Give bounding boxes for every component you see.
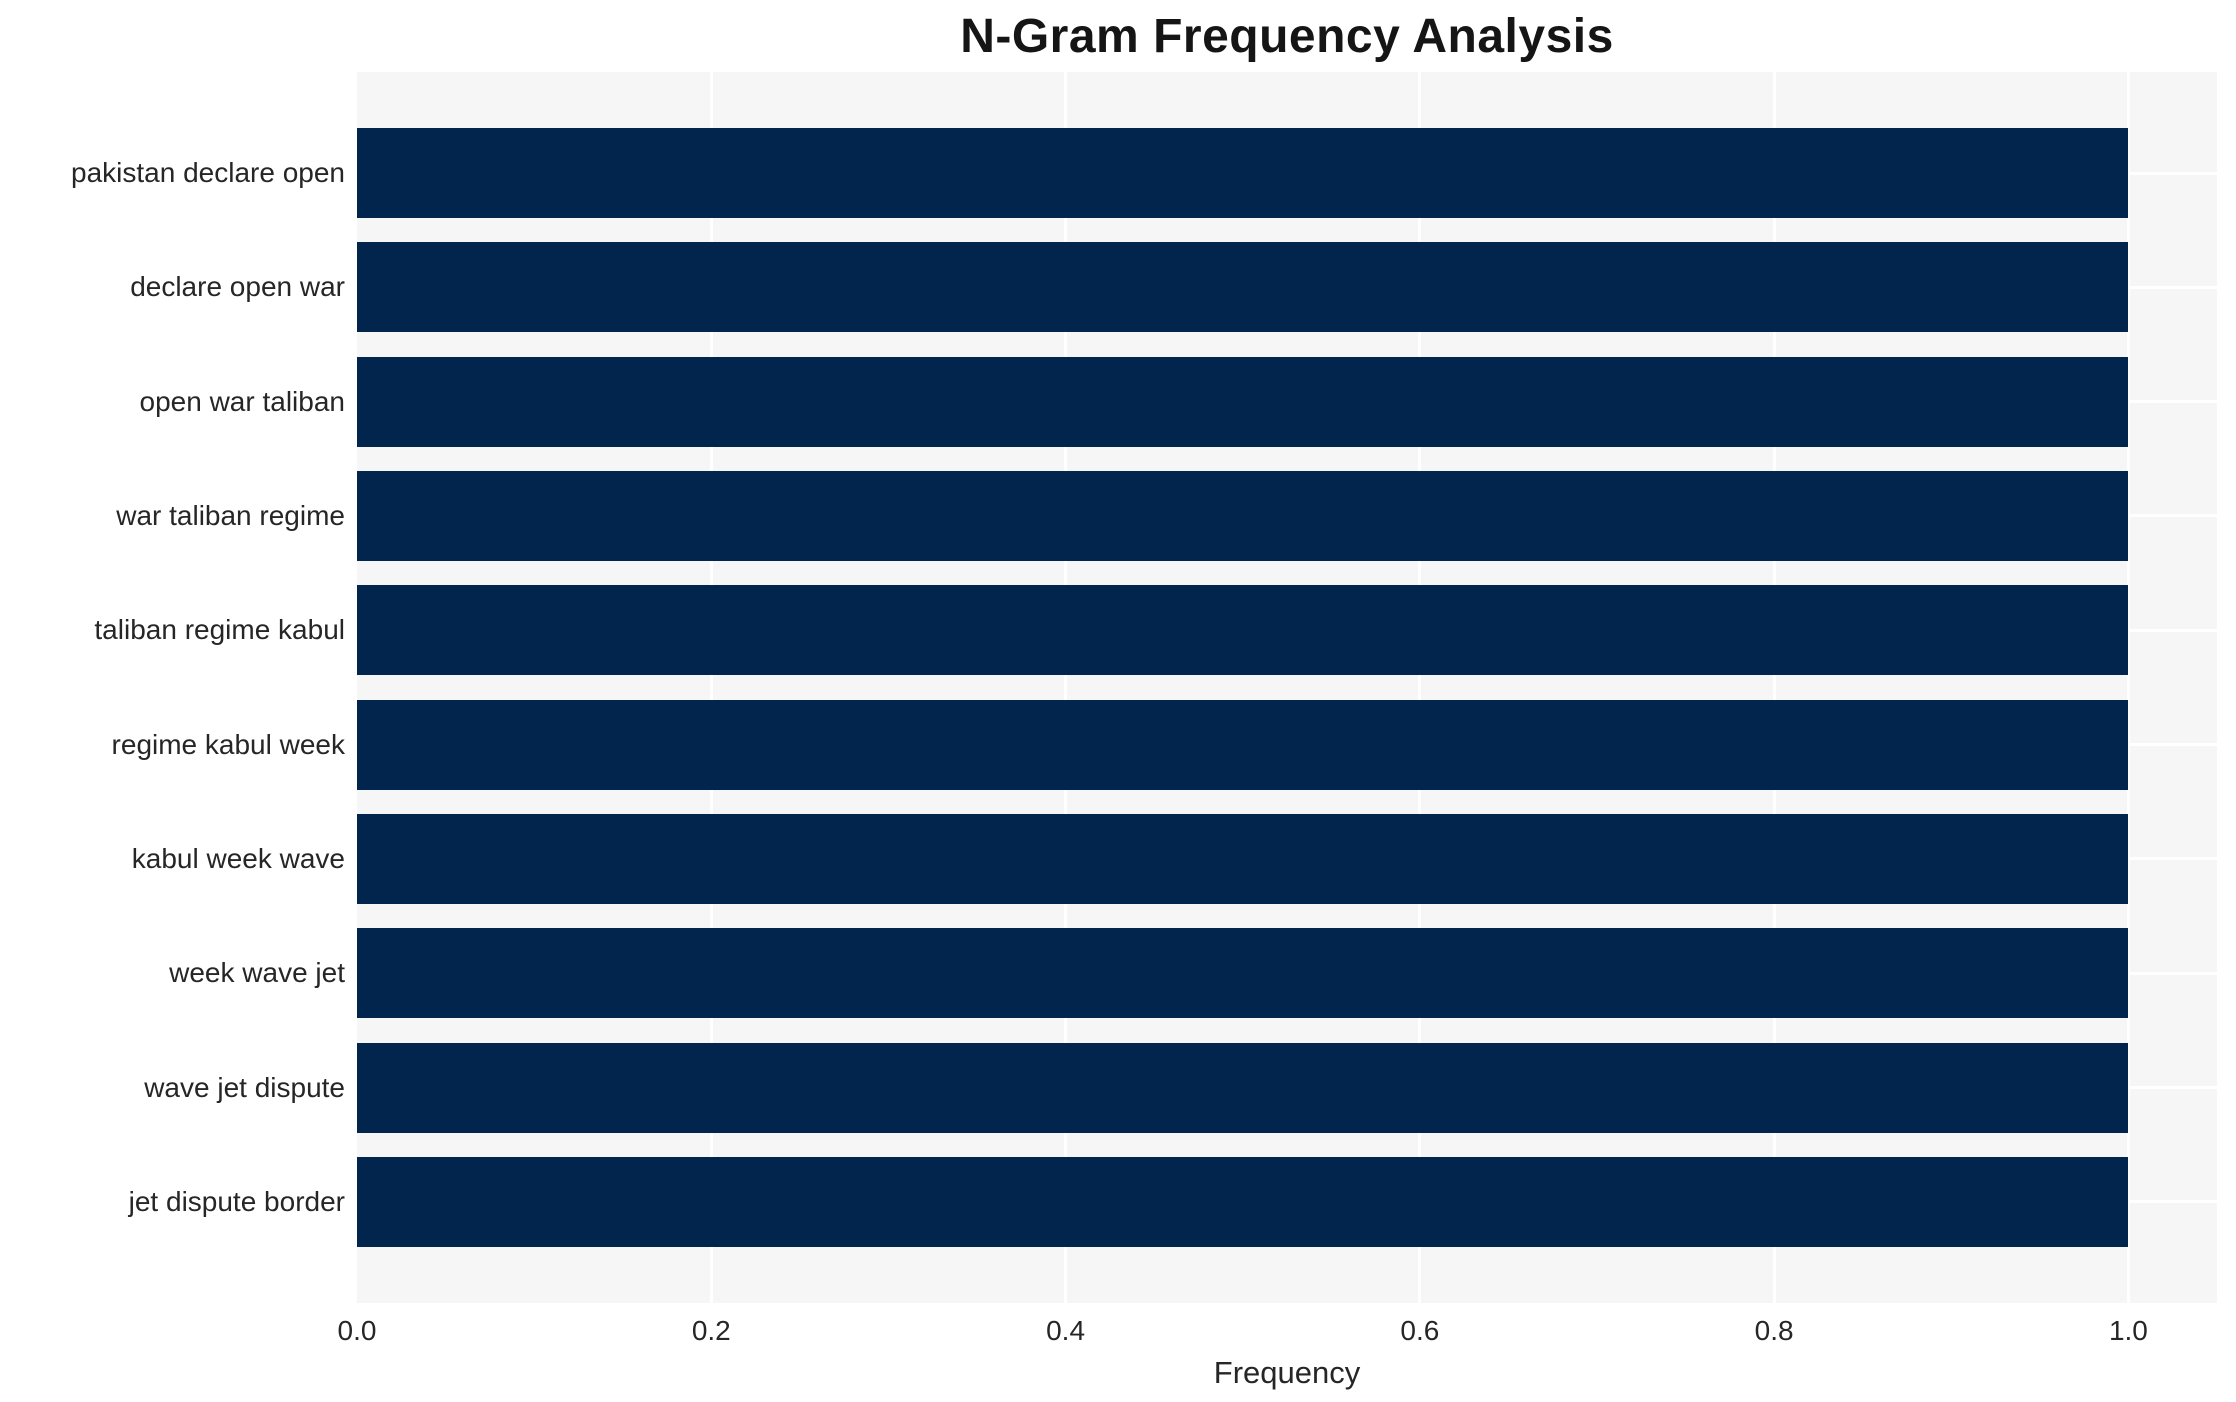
bar	[357, 356, 2129, 447]
bar	[357, 1042, 2129, 1133]
chart-title: N-Gram Frequency Analysis	[960, 10, 1614, 63]
bar	[357, 470, 2129, 561]
category-label: regime kabul week	[111, 728, 345, 760]
x-gridline	[709, 72, 713, 1303]
category-label: week wave jet	[169, 957, 345, 989]
x-gridline	[1064, 72, 1068, 1303]
x-gridline	[1772, 72, 1776, 1303]
x-gridline	[2126, 72, 2130, 1303]
category-label: open war taliban	[139, 385, 345, 417]
x-tick-label: 1.0	[2108, 1315, 2148, 1346]
bar	[357, 928, 2129, 1019]
bar	[357, 128, 2129, 218]
plot-area	[357, 72, 2217, 1303]
category-label: pakistan declare open	[71, 157, 345, 188]
x-tick-label: 0.8	[1754, 1315, 1794, 1346]
bar	[357, 699, 2129, 790]
bar	[357, 242, 2129, 333]
category-label: jet dispute border	[128, 1185, 345, 1217]
category-label: kabul week wave	[131, 842, 345, 874]
bar	[357, 813, 2129, 904]
x-axis-title: Frequency	[1213, 1355, 1361, 1390]
x-tick-label: 0.4	[1046, 1315, 1086, 1346]
category-label: war taliban regime	[116, 499, 345, 531]
category-label: declare open war	[130, 271, 345, 303]
bar	[357, 1156, 2129, 1247]
x-tick-label: 0.6	[1400, 1315, 1440, 1346]
category-label: wave jet dispute	[144, 1071, 345, 1103]
x-tick-label: 0.2	[691, 1315, 731, 1346]
category-label: taliban regime kabul	[94, 614, 345, 646]
bar	[357, 585, 2129, 676]
x-gridline	[1418, 72, 1422, 1303]
x-tick-label: 0.0	[337, 1315, 377, 1346]
